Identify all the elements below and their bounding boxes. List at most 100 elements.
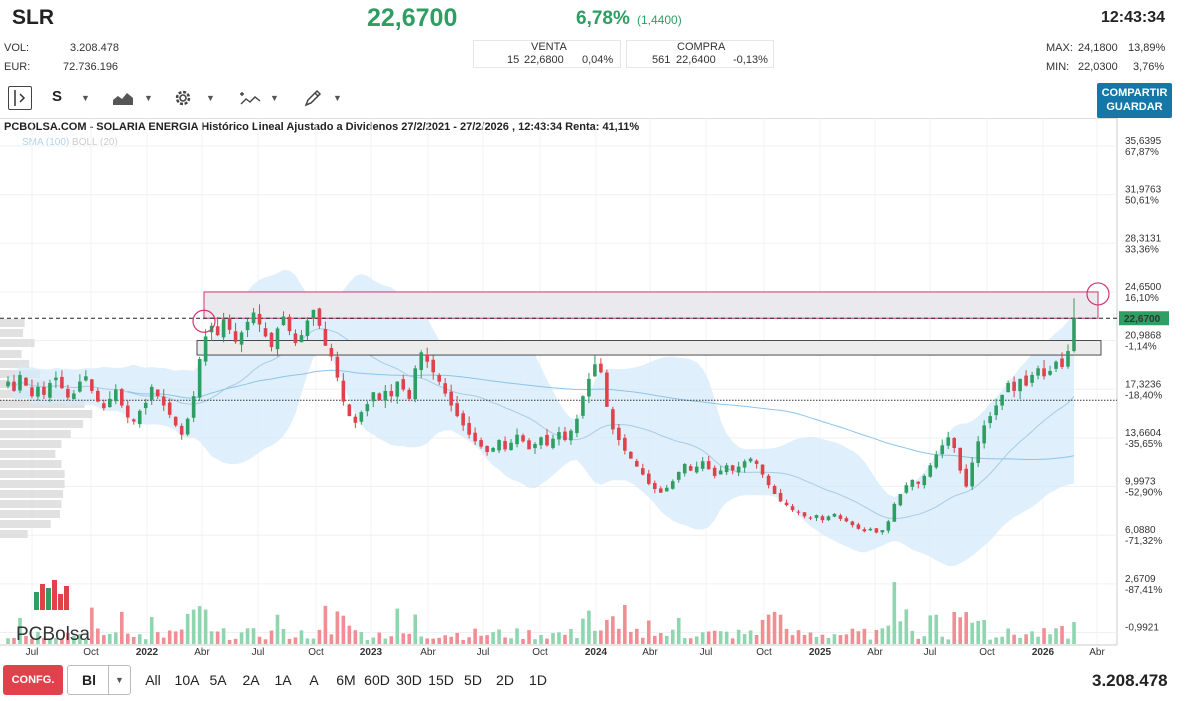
share-save-button[interactable]: COMPARTIR GUARDAR	[1097, 83, 1172, 118]
volume-bar	[1042, 628, 1046, 644]
volume-bar	[700, 632, 705, 644]
candle-body	[473, 432, 477, 442]
candle-body	[748, 458, 753, 462]
candle-body	[682, 463, 687, 474]
candle-body	[587, 378, 591, 397]
volume-bar	[275, 614, 280, 644]
candle-body	[467, 422, 471, 435]
x-tick-label: Jul	[700, 647, 713, 658]
range-button-1a[interactable]: 1A	[274, 672, 292, 688]
gear-icon[interactable]	[172, 87, 194, 114]
range-button-5a[interactable]: 5A	[209, 672, 227, 688]
range-button-5d[interactable]: 5D	[464, 672, 482, 688]
candle-body	[407, 389, 412, 399]
volume-bar	[185, 613, 190, 644]
compra-pct: -0,13%	[733, 54, 768, 66]
resistance-zone	[203, 291, 1099, 319]
candle-body	[485, 445, 489, 452]
profile-bar	[0, 430, 71, 438]
legend-boll[interactable]: BOLL (20)	[72, 137, 118, 148]
range-button-a[interactable]: A	[309, 672, 319, 688]
volume-bar	[587, 610, 591, 644]
range-button-6m[interactable]: 6M	[336, 672, 356, 688]
candle-body	[257, 313, 262, 325]
profile-bar	[0, 520, 51, 528]
chart-type-select[interactable]: Bl ▼	[67, 665, 131, 695]
volume-bar	[976, 620, 980, 644]
y-tick-label: 9,9973	[1125, 477, 1156, 488]
range-button-2a[interactable]: 2A	[242, 672, 260, 688]
venta-qty: 15	[507, 54, 520, 66]
area-chart-icon[interactable]	[112, 90, 134, 111]
range-button-30d[interactable]: 30D	[396, 672, 422, 688]
candle-body	[269, 332, 274, 348]
range-button-60d[interactable]: 60D	[364, 672, 390, 688]
range-button-15d[interactable]: 15D	[428, 672, 454, 688]
volume-bar	[635, 628, 639, 644]
range-button-1d[interactable]: 1D	[529, 672, 547, 688]
volume-bar	[593, 630, 597, 644]
candle-body	[443, 383, 447, 394]
candle-body	[898, 493, 903, 506]
volume-bar	[982, 620, 986, 644]
volume-bar	[958, 617, 963, 644]
candle-body	[706, 461, 711, 470]
volume-bar	[449, 636, 453, 644]
candle-body	[323, 329, 328, 346]
save-label: GUARDAR	[1106, 101, 1163, 113]
volume-bar	[868, 639, 873, 644]
chevron-down-icon[interactable]: ▼	[206, 93, 215, 103]
candle-body	[605, 372, 609, 407]
pencil-icon[interactable]	[303, 88, 323, 113]
volume-bar	[155, 632, 160, 644]
range-button-all[interactable]: All	[145, 672, 161, 688]
candle-body	[581, 396, 585, 416]
share-label: COMPARTIR	[1101, 87, 1168, 99]
chevron-down-icon[interactable]: ▼	[81, 93, 90, 103]
y-tick-label: -0,9921	[1125, 623, 1159, 634]
y-tick-percent: -1,14%	[1125, 342, 1157, 353]
volume-bar	[611, 616, 615, 644]
panel-toggle-icon[interactable]	[8, 86, 32, 110]
candle-body	[131, 419, 136, 422]
candle-body	[437, 375, 441, 382]
venta-box: VENTA 15 22,6800 0,04%	[473, 40, 621, 68]
volume-bar	[60, 638, 64, 644]
range-button-10a[interactable]: 10A	[174, 672, 200, 688]
indicator-icon[interactable]	[238, 88, 262, 113]
chevron-down-icon[interactable]: ▼	[144, 93, 153, 103]
volume-bar	[257, 636, 262, 644]
pcbolsa-logo: PCBolsa	[16, 580, 90, 645]
period-selector[interactable]: S	[52, 88, 63, 105]
candle-body	[994, 405, 998, 416]
marker-circle-right	[1086, 282, 1110, 306]
chevron-down-icon[interactable]: ▼	[333, 93, 342, 103]
volume-bar	[42, 637, 46, 644]
candle-body	[311, 309, 316, 319]
candle-body	[1006, 382, 1010, 393]
volume-bar	[108, 633, 112, 644]
volume-bar	[1024, 634, 1028, 644]
candle-body	[335, 356, 340, 378]
range-button-2d[interactable]: 2D	[496, 672, 514, 688]
chevron-down-icon[interactable]: ▼	[270, 93, 279, 103]
profile-bar	[0, 490, 64, 498]
candle-body	[1030, 374, 1034, 383]
max-value: 24,1800	[1078, 42, 1118, 54]
sma-line	[127, 369, 1075, 460]
volume-bar	[12, 637, 16, 644]
chart-top-border	[0, 118, 1117, 119]
volume-bar	[730, 638, 735, 644]
legend-sma[interactable]: SMA (100)	[22, 137, 70, 148]
candle-body	[647, 473, 651, 484]
volume-bar	[323, 605, 328, 644]
volume-bar	[377, 632, 382, 644]
candle-body	[293, 333, 298, 344]
volume-bar	[209, 631, 214, 644]
candle-body	[515, 434, 519, 445]
config-button[interactable]: CONFG.	[3, 665, 63, 695]
candle-body	[503, 440, 507, 450]
profile-bar	[0, 440, 62, 448]
candle-body	[1024, 375, 1028, 386]
